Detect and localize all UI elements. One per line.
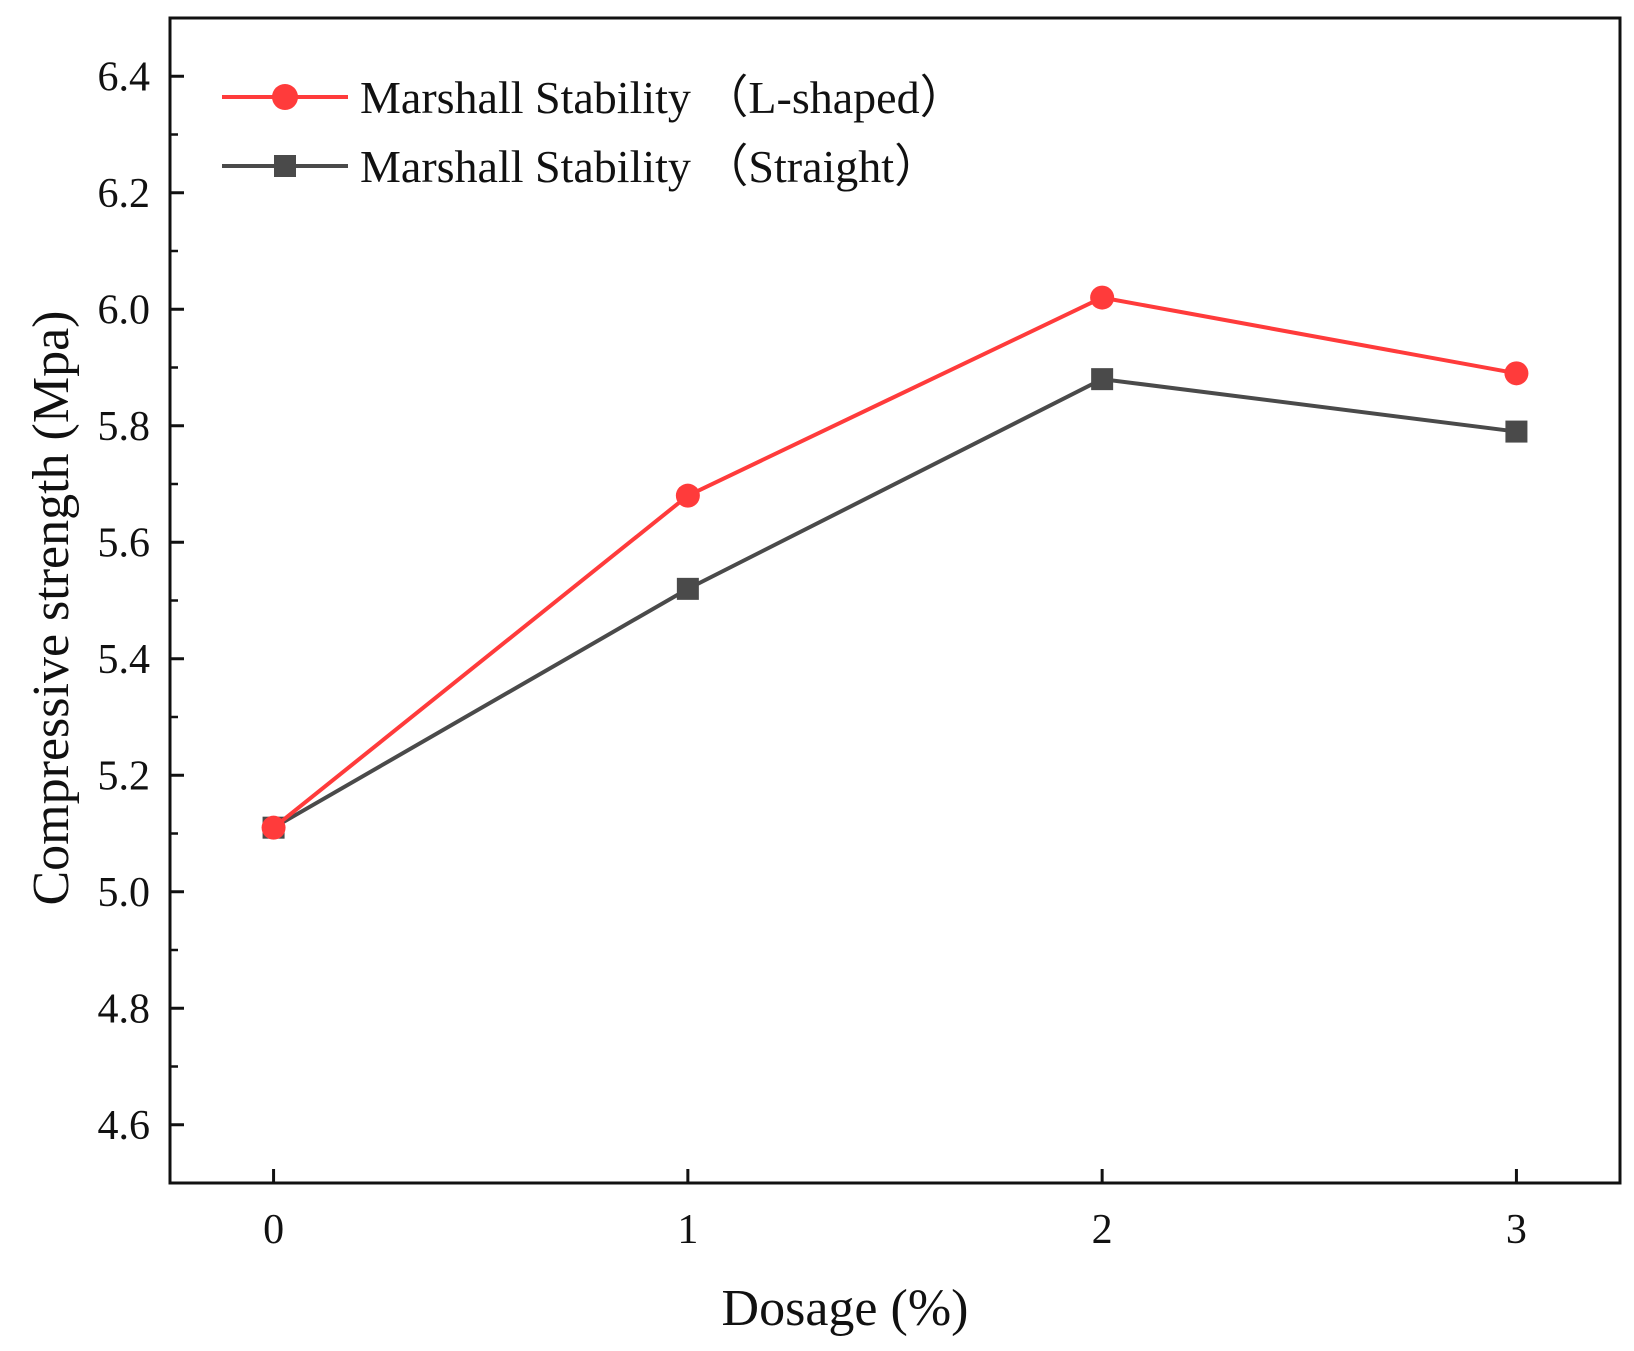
y-axis-title: Compressive strength (Mpa) — [23, 310, 80, 905]
series-line-l-shaped — [272, 295, 1517, 830]
x-axis-title: Dosage (%) — [722, 1280, 969, 1337]
y-tick-label: 6.2 — [98, 171, 151, 217]
x-tick-label: 3 — [1506, 1207, 1527, 1253]
data-point-straight — [676, 577, 699, 600]
y-tick-label: 5.8 — [98, 404, 151, 450]
y-tick-label: 4.6 — [98, 1103, 151, 1149]
data-point-l-shaped — [675, 483, 700, 508]
legend: Marshall Stability （L-shaped） Marshall S… — [222, 72, 966, 192]
legend-marker-l-shaped — [272, 84, 298, 110]
y-tick-label: 6.0 — [98, 287, 151, 333]
y-tick-label: 4.8 — [98, 986, 151, 1032]
data-point-l-shaped — [1504, 361, 1529, 386]
data-point-straight — [1091, 368, 1114, 391]
data-point-l-shaped — [261, 815, 286, 840]
series-line-straight — [272, 377, 1517, 830]
legend-label-l-shaped: Marshall Stability （L-shaped） — [360, 72, 966, 123]
data-point-straight — [1505, 420, 1528, 443]
x-tick-label: 2 — [1092, 1207, 1113, 1253]
data-point-l-shaped — [1090, 285, 1115, 310]
y-tick-label: 6.4 — [98, 54, 151, 100]
legend-label-straight: Marshall Stability （Straight） — [360, 141, 940, 192]
axes-layer: 4.6 4.8 5.0 5.2 5.4 5.6 5.8 6.0 6.2 6.4 0 1 2 3 — [98, 16, 1622, 1253]
x-tick-label: 0 — [263, 1207, 284, 1253]
series-layer — [261, 285, 1529, 840]
y-tick-label: 5.0 — [98, 870, 151, 916]
legend-marker-straight — [274, 155, 296, 177]
y-tick-label: 5.2 — [98, 753, 151, 799]
x-tick-label: 1 — [677, 1207, 698, 1253]
y-tick-label: 5.6 — [98, 520, 151, 566]
y-tick-label: 5.4 — [98, 637, 151, 683]
